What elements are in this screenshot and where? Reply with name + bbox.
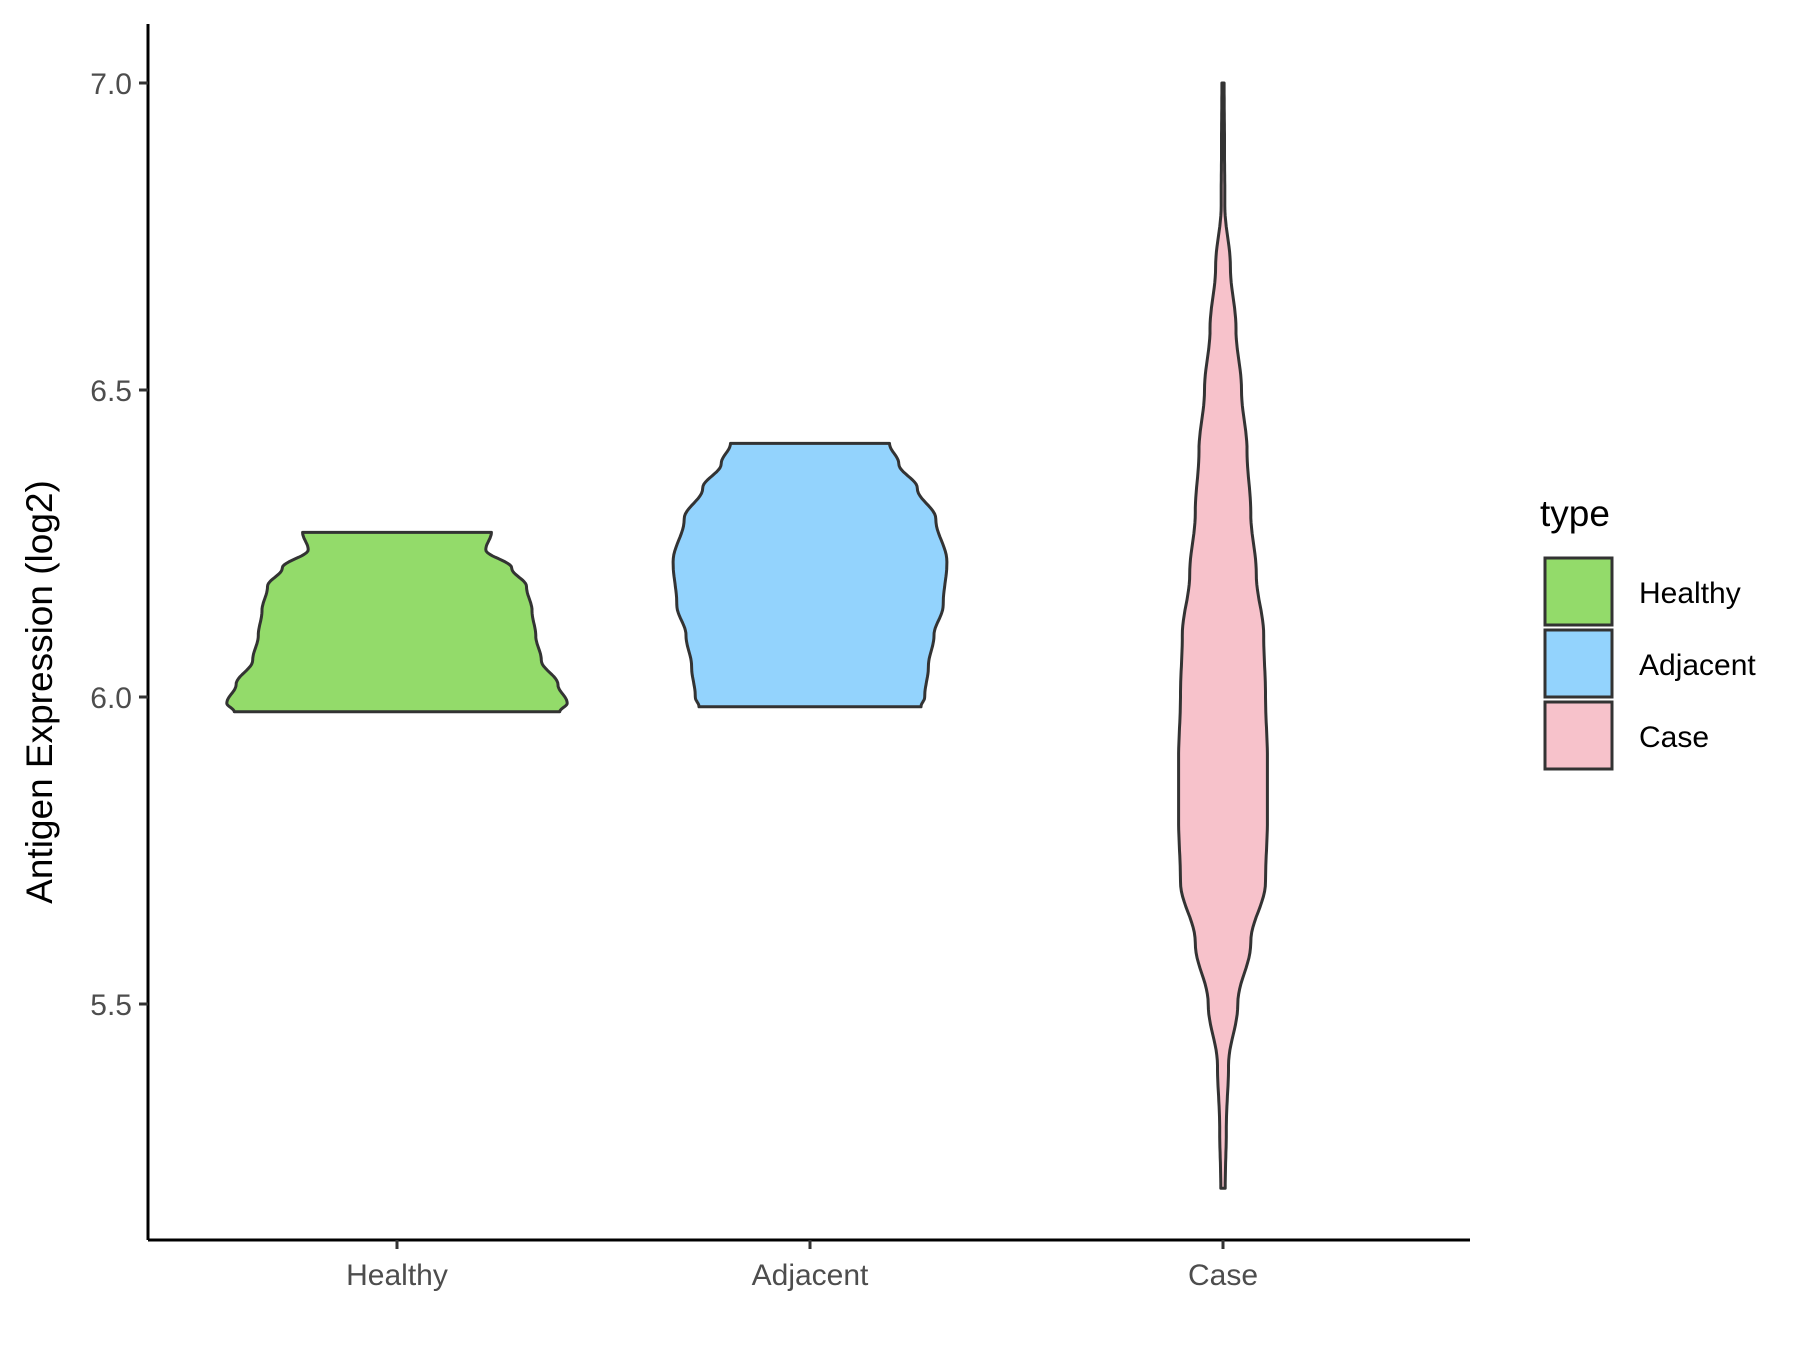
plot-area bbox=[225, 81, 1269, 1190]
y-tick-label: 6.0 bbox=[90, 682, 132, 715]
legend-key-adjacent bbox=[1543, 628, 1614, 699]
legend-title: type bbox=[1540, 493, 1610, 534]
legend: type Healthy Adjacent Case bbox=[1540, 493, 1756, 771]
violin-case bbox=[1177, 81, 1269, 1190]
legend-key-healthy bbox=[1543, 556, 1614, 627]
legend-key-case bbox=[1543, 700, 1614, 771]
violin-adjacent bbox=[671, 441, 949, 709]
y-tick-label: 5.5 bbox=[90, 989, 132, 1022]
legend-label-case: Case bbox=[1639, 721, 1709, 754]
legend-label-adjacent: Adjacent bbox=[1639, 649, 1756, 682]
x-tick-label: Adjacent bbox=[752, 1259, 869, 1292]
x-ticks: Healthy Adjacent Case bbox=[346, 1240, 1258, 1292]
y-tick-label: 6.5 bbox=[90, 375, 132, 408]
y-ticks: 5.5 6.0 6.5 7.0 bbox=[90, 68, 148, 1022]
x-tick-label: Healthy bbox=[346, 1259, 448, 1292]
violin-healthy bbox=[225, 530, 569, 714]
y-tick-label: 7.0 bbox=[90, 68, 132, 101]
legend-label-healthy: Healthy bbox=[1639, 577, 1741, 610]
y-axis-title: Antigen Expression (log2) bbox=[19, 480, 60, 904]
x-tick-label: Case bbox=[1188, 1259, 1258, 1292]
